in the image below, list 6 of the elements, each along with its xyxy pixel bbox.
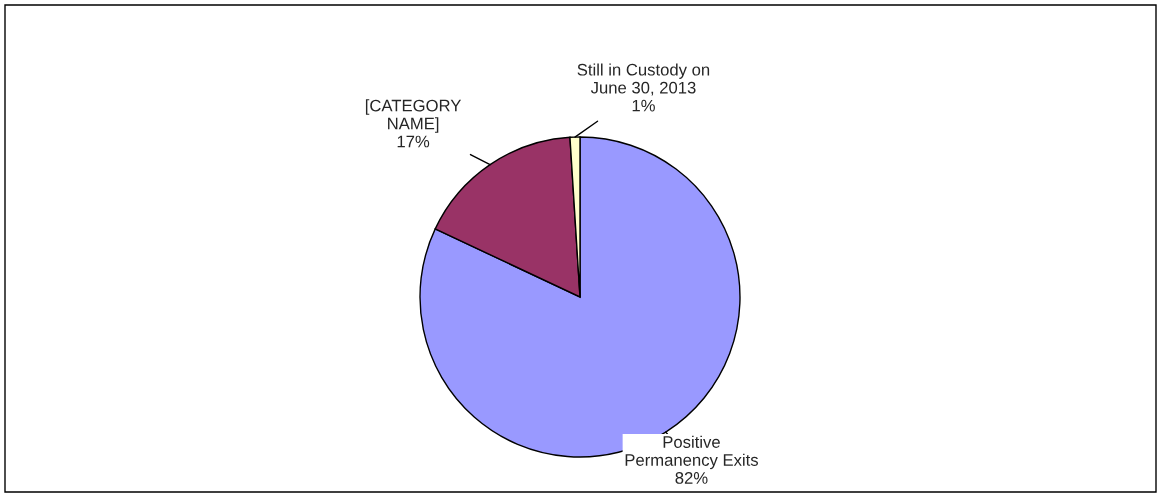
slice-label: Positive Permanency Exits <box>625 435 759 470</box>
data-label: 82% <box>675 472 708 484</box>
slice-label: Still in Custody on June 30, 2013 <box>577 63 710 96</box>
data-label: 1% <box>632 99 655 112</box>
data-label: 17% <box>397 135 430 148</box>
slice-label: [CATEGORY NAME] <box>365 99 462 133</box>
